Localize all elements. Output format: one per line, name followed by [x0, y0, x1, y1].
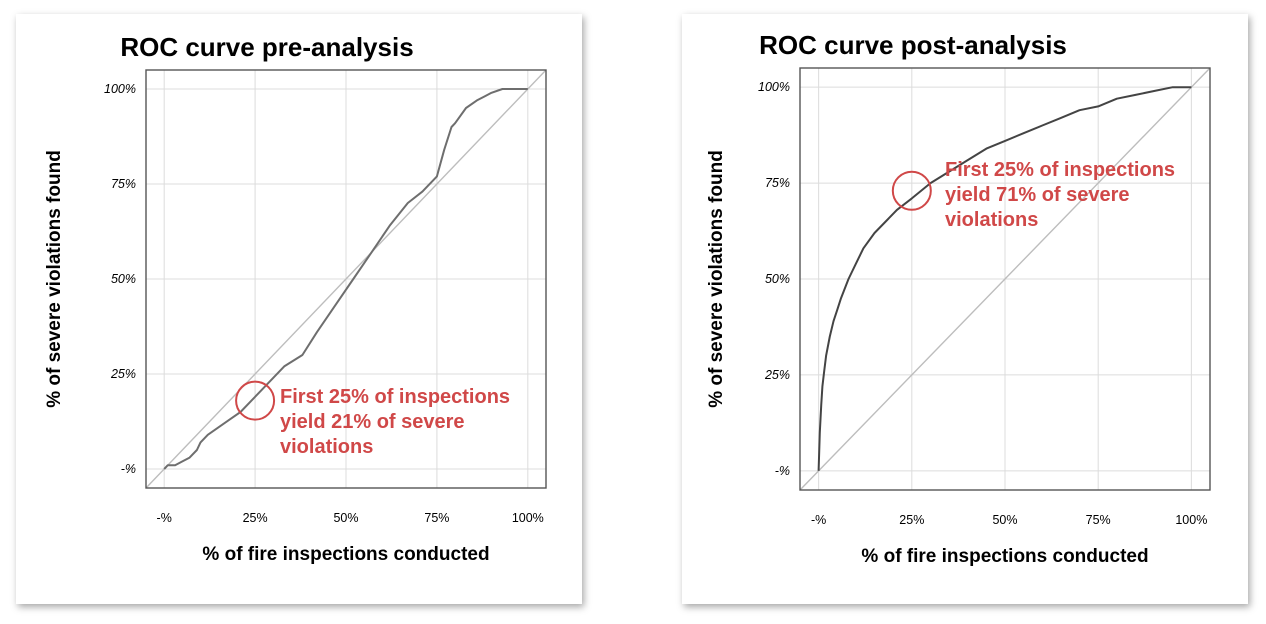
plot-frame: [799, 67, 1211, 491]
chart-card-post-analysis: ROC curve post-analysis -% 25% 50% 75% 100% -%…: [682, 14, 1248, 604]
y-tick-label: 25%: [110, 367, 136, 381]
y-tick-label: 50%: [111, 272, 136, 286]
x-tick-label: 100%: [1175, 513, 1207, 527]
annotation-text-line: First 25% of inspections: [280, 386, 510, 408]
annotation-text-line: violations: [280, 436, 373, 458]
y-tick-label: -%: [121, 462, 136, 476]
y-tick-label: 100%: [104, 82, 136, 96]
roc-chart-pre-analysis: ROC curve pre-analysis -% 25% 50% 75% 100% -% 2…: [44, 32, 547, 565]
x-axis-label: % of fire inspections conducted: [202, 544, 489, 565]
x-tick-label: 100%: [512, 511, 544, 525]
chart-title: ROC curve pre-analysis: [120, 32, 413, 62]
annotation-text-line: yield 21% of severe: [280, 411, 465, 433]
y-tick-label: 50%: [765, 272, 790, 286]
roc-curve-line: [817, 86, 1192, 471]
plot-frame: [145, 69, 547, 489]
x-tick-label: 75%: [424, 511, 449, 525]
annotation-text-line: violations: [945, 209, 1038, 231]
y-axis-label: % of severe violations found: [44, 150, 65, 408]
y-tick-label: 75%: [111, 177, 136, 191]
annotation-text-line: yield 71% of severe: [945, 184, 1130, 206]
y-tick-label: -%: [775, 464, 790, 478]
chart-card-pre-analysis: ROC curve pre-analysis -% 25% 50% 75% 100% -% 2…: [16, 14, 582, 604]
x-axis-label: % of fire inspections conducted: [861, 546, 1148, 567]
y-tick-label: 75%: [765, 176, 790, 190]
chart-title: ROC curve post-analysis: [759, 30, 1067, 60]
x-tick-label: 50%: [992, 513, 1017, 527]
y-axis-label: % of severe violations found: [706, 150, 727, 408]
roc-chart-post-analysis: ROC curve post-analysis -% 25% 50% 75% 100% -%…: [706, 30, 1211, 567]
y-tick-label: 25%: [764, 368, 790, 382]
x-tick-label: -%: [157, 511, 172, 525]
annotation-circle: [891, 170, 932, 211]
x-tick-label: 25%: [243, 511, 268, 525]
roc-curve-line: [163, 88, 528, 470]
random-baseline-diagonal: [799, 67, 1211, 491]
x-tick-label: 50%: [333, 511, 358, 525]
x-tick-label: -%: [811, 513, 826, 527]
x-tick-label: 25%: [899, 513, 924, 527]
random-baseline-diagonal: [145, 69, 547, 489]
annotation-circle: [235, 380, 276, 421]
y-tick-label: 100%: [758, 80, 790, 94]
x-tick-label: 75%: [1086, 513, 1111, 527]
annotation-text-line: First 25% of inspections: [945, 159, 1175, 181]
